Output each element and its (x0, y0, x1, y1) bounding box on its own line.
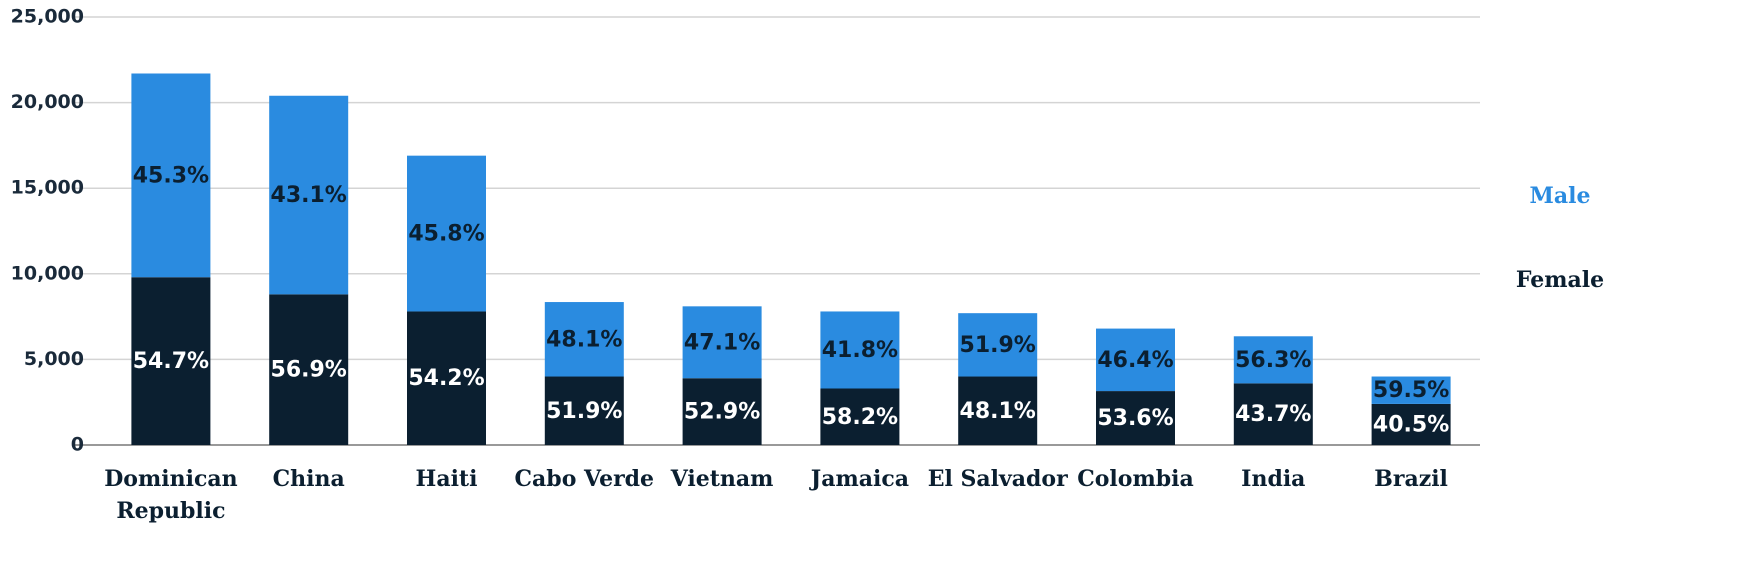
data-label: 54.7% (133, 349, 209, 374)
data-label: 48.1% (546, 327, 622, 352)
y-tick-label: 25,000 (11, 6, 84, 28)
x-tick-label: Cabo Verde (515, 466, 655, 492)
y-tick-label: 20,000 (11, 91, 84, 113)
bar-segment (269, 294, 349, 445)
bar-segment (1371, 403, 1451, 445)
data-label: 53.6% (1097, 406, 1173, 431)
x-tick-label: Jamaica (809, 466, 909, 492)
bar-segment (131, 73, 211, 278)
x-tick-label: Vietnam (670, 466, 774, 492)
data-label: 52.9% (684, 400, 760, 425)
data-label: 43.7% (1235, 402, 1311, 427)
data-label: 58.2% (822, 405, 898, 430)
data-label: 56.3% (1235, 348, 1311, 373)
legend-label: Male (1530, 183, 1591, 209)
bar-segment (820, 311, 900, 389)
data-label: 51.9% (960, 333, 1036, 358)
data-label: 46.4% (1097, 348, 1173, 373)
bar-segment (958, 376, 1038, 445)
y-tick-label: 10,000 (11, 262, 84, 284)
bar-segment (1096, 391, 1175, 445)
x-tick-label: Haiti (416, 466, 478, 492)
y-tick-label: 15,000 (11, 177, 84, 199)
bar-segment (682, 306, 762, 379)
x-tick-label: Brazil (1374, 466, 1448, 492)
x-tick-label: China (273, 466, 345, 492)
bar-segment (1233, 336, 1313, 384)
data-label: 47.1% (684, 330, 760, 355)
data-label: 48.1% (960, 399, 1036, 424)
x-tick-label: El Salvador (928, 466, 1068, 492)
data-label: 40.5% (1373, 412, 1449, 437)
bar-segment (682, 378, 762, 445)
data-label: 54.2% (408, 366, 484, 391)
x-tick-label: India (1241, 466, 1305, 492)
bar-segment (958, 313, 1038, 377)
x-tick-label: Colombia (1077, 466, 1194, 492)
data-label: 56.9% (271, 358, 347, 383)
data-label: 45.8% (408, 222, 484, 247)
bar-segment (131, 277, 211, 445)
data-label: 43.1% (271, 183, 347, 208)
data-label: 45.3% (133, 163, 209, 188)
legend-label: Female (1516, 267, 1604, 293)
bar-segment (820, 388, 900, 445)
data-label: 59.5% (1373, 378, 1449, 403)
y-tick-label: 5,000 (24, 348, 84, 370)
x-tick-label: Dominican Republic (104, 466, 237, 524)
bar-segment (1096, 328, 1175, 392)
bar-segment (407, 155, 486, 312)
bar-segment (269, 95, 349, 295)
data-label: 41.8% (822, 338, 898, 363)
bar-segment (407, 311, 486, 445)
bar-segment (544, 376, 624, 445)
bar-segment (1233, 383, 1313, 445)
bar-segment (1371, 376, 1451, 404)
data-label: 51.9% (546, 399, 622, 424)
bar-segment (544, 302, 624, 377)
y-tick-label: 0 (71, 434, 84, 456)
